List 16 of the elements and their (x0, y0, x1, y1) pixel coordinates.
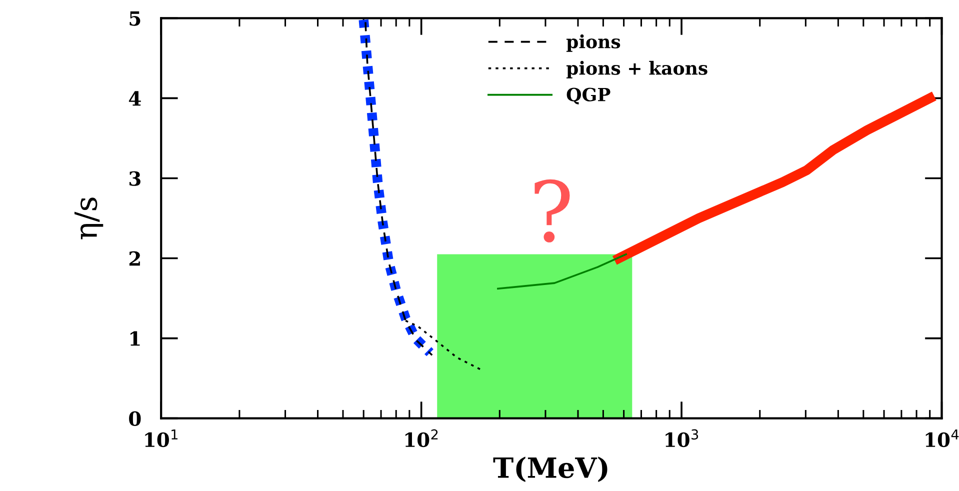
y-tick-label: 2 (129, 251, 140, 266)
x-tick-label: 10$^{3}$ (666, 429, 698, 448)
legend-label: QGP (566, 88, 610, 104)
x-tick-label: 10$^{4}$ (926, 429, 959, 448)
x-axis-title: T(MeV) (493, 456, 608, 482)
x-tick-label: 10$^{2}$ (405, 429, 438, 448)
y-axis-title: η/s (74, 198, 104, 240)
y-tick-label: 0 (129, 411, 141, 426)
legend-label: pions + kaons (566, 60, 708, 78)
annotation: ? (534, 179, 570, 242)
legend-label: pions (566, 34, 620, 52)
x-tick-label: 10$^{1}$ (145, 429, 178, 448)
y-tick-label: 1 (130, 331, 140, 346)
y-tick-label: 4 (128, 91, 141, 106)
y-tick-label: 5 (130, 11, 140, 26)
y-tick-label: 3 (129, 171, 140, 186)
